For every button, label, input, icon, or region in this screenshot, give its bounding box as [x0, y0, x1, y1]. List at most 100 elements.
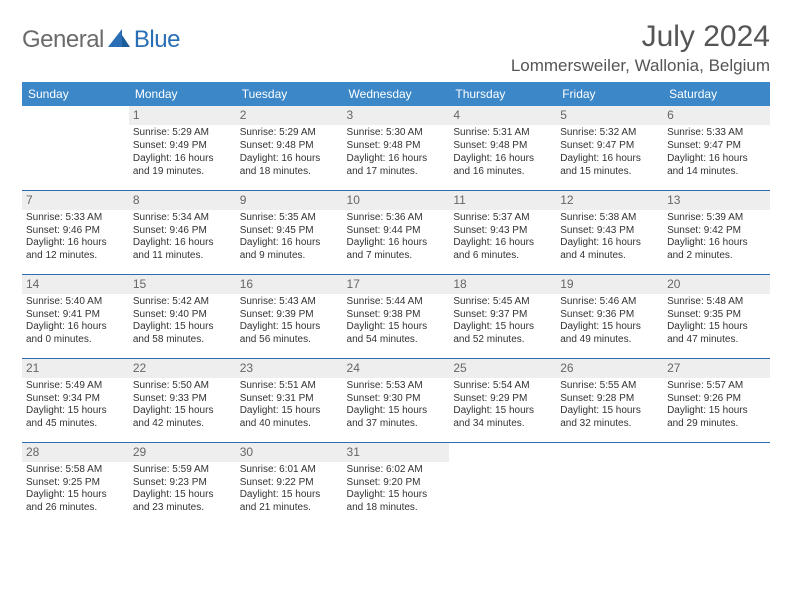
day-number: 29 — [129, 443, 236, 462]
daylight-line: Daylight: 15 hours and 37 minutes. — [347, 405, 446, 431]
day-number: 4 — [449, 106, 556, 125]
sunset-line: Sunset: 9:33 PM — [133, 393, 232, 406]
day-header: Tuesday — [236, 82, 343, 106]
daylight-line: Daylight: 16 hours and 19 minutes. — [133, 153, 232, 179]
daylight-line: Daylight: 16 hours and 14 minutes. — [667, 153, 766, 179]
sunset-line: Sunset: 9:39 PM — [240, 309, 339, 322]
sunrise-line: Sunrise: 5:54 AM — [453, 380, 552, 393]
calendar-week-row: 7Sunrise: 5:33 AMSunset: 9:46 PMDaylight… — [22, 190, 770, 274]
sunset-line: Sunset: 9:22 PM — [240, 477, 339, 490]
calendar-day-cell: 6Sunrise: 5:33 AMSunset: 9:47 PMDaylight… — [663, 106, 770, 190]
sunrise-line: Sunrise: 5:58 AM — [26, 464, 125, 477]
day-header: Thursday — [449, 82, 556, 106]
calendar-day-cell: 25Sunrise: 5:54 AMSunset: 9:29 PMDayligh… — [449, 358, 556, 442]
day-number: 14 — [22, 275, 129, 294]
day-number: 10 — [343, 191, 450, 210]
sunset-line: Sunset: 9:45 PM — [240, 225, 339, 238]
month-title: July 2024 — [511, 20, 770, 54]
sunrise-line: Sunrise: 5:53 AM — [347, 380, 446, 393]
page-header: General Blue July 2024 Lommersweiler, Wa… — [22, 20, 770, 76]
sunset-line: Sunset: 9:46 PM — [26, 225, 125, 238]
day-number: 31 — [343, 443, 450, 462]
sunset-line: Sunset: 9:46 PM — [133, 225, 232, 238]
sunrise-line: Sunrise: 5:46 AM — [560, 296, 659, 309]
sunrise-line: Sunrise: 5:40 AM — [26, 296, 125, 309]
calendar-day-cell: 3Sunrise: 5:30 AMSunset: 9:48 PMDaylight… — [343, 106, 450, 190]
day-number: 27 — [663, 359, 770, 378]
calendar-day-cell — [663, 442, 770, 526]
calendar-day-cell: 13Sunrise: 5:39 AMSunset: 9:42 PMDayligh… — [663, 190, 770, 274]
calendar-day-cell: 16Sunrise: 5:43 AMSunset: 9:39 PMDayligh… — [236, 274, 343, 358]
daylight-line: Daylight: 15 hours and 49 minutes. — [560, 321, 659, 347]
calendar-day-cell: 18Sunrise: 5:45 AMSunset: 9:37 PMDayligh… — [449, 274, 556, 358]
calendar-day-cell: 24Sunrise: 5:53 AMSunset: 9:30 PMDayligh… — [343, 358, 450, 442]
sunset-line: Sunset: 9:49 PM — [133, 140, 232, 153]
calendar-week-row: 28Sunrise: 5:58 AMSunset: 9:25 PMDayligh… — [22, 442, 770, 526]
sunrise-line: Sunrise: 5:50 AM — [133, 380, 232, 393]
sunrise-line: Sunrise: 5:59 AM — [133, 464, 232, 477]
day-number: 25 — [449, 359, 556, 378]
sunset-line: Sunset: 9:42 PM — [667, 225, 766, 238]
brand-text-1: General — [22, 26, 104, 54]
day-number: 28 — [22, 443, 129, 462]
daylight-line: Daylight: 16 hours and 16 minutes. — [453, 153, 552, 179]
sunrise-line: Sunrise: 5:43 AM — [240, 296, 339, 309]
daylight-line: Daylight: 15 hours and 34 minutes. — [453, 405, 552, 431]
brand-logo: General Blue — [22, 20, 180, 54]
day-number: 18 — [449, 275, 556, 294]
day-number: 2 — [236, 106, 343, 125]
sunrise-line: Sunrise: 5:31 AM — [453, 127, 552, 140]
sunrise-line: Sunrise: 5:29 AM — [133, 127, 232, 140]
calendar-body: 1Sunrise: 5:29 AMSunset: 9:49 PMDaylight… — [22, 106, 770, 526]
day-number: 1 — [129, 106, 236, 125]
day-header: Wednesday — [343, 82, 450, 106]
sunrise-line: Sunrise: 5:33 AM — [26, 212, 125, 225]
day-number: 7 — [22, 191, 129, 210]
calendar-day-cell: 22Sunrise: 5:50 AMSunset: 9:33 PMDayligh… — [129, 358, 236, 442]
day-header: Saturday — [663, 82, 770, 106]
sunset-line: Sunset: 9:23 PM — [133, 477, 232, 490]
sunrise-line: Sunrise: 6:01 AM — [240, 464, 339, 477]
day-header: Monday — [129, 82, 236, 106]
sunrise-line: Sunrise: 5:45 AM — [453, 296, 552, 309]
sunset-line: Sunset: 9:37 PM — [453, 309, 552, 322]
daylight-line: Daylight: 16 hours and 4 minutes. — [560, 237, 659, 263]
day-number: 6 — [663, 106, 770, 125]
daylight-line: Daylight: 16 hours and 7 minutes. — [347, 237, 446, 263]
calendar-week-row: 1Sunrise: 5:29 AMSunset: 9:49 PMDaylight… — [22, 106, 770, 190]
calendar-day-cell: 12Sunrise: 5:38 AMSunset: 9:43 PMDayligh… — [556, 190, 663, 274]
sunrise-line: Sunrise: 6:02 AM — [347, 464, 446, 477]
calendar-day-cell: 7Sunrise: 5:33 AMSunset: 9:46 PMDaylight… — [22, 190, 129, 274]
daylight-line: Daylight: 15 hours and 40 minutes. — [240, 405, 339, 431]
daylight-line: Daylight: 15 hours and 47 minutes. — [667, 321, 766, 347]
sunset-line: Sunset: 9:47 PM — [667, 140, 766, 153]
sunrise-line: Sunrise: 5:37 AM — [453, 212, 552, 225]
day-number: 17 — [343, 275, 450, 294]
day-header: Friday — [556, 82, 663, 106]
sunset-line: Sunset: 9:35 PM — [667, 309, 766, 322]
calendar-header-row: SundayMondayTuesdayWednesdayThursdayFrid… — [22, 82, 770, 106]
sunset-line: Sunset: 9:36 PM — [560, 309, 659, 322]
sunset-line: Sunset: 9:44 PM — [347, 225, 446, 238]
daylight-line: Daylight: 16 hours and 11 minutes. — [133, 237, 232, 263]
sunrise-line: Sunrise: 5:42 AM — [133, 296, 232, 309]
calendar-day-cell: 4Sunrise: 5:31 AMSunset: 9:48 PMDaylight… — [449, 106, 556, 190]
sunrise-line: Sunrise: 5:32 AM — [560, 127, 659, 140]
calendar-day-cell: 8Sunrise: 5:34 AMSunset: 9:46 PMDaylight… — [129, 190, 236, 274]
sunrise-line: Sunrise: 5:30 AM — [347, 127, 446, 140]
calendar-day-cell: 5Sunrise: 5:32 AMSunset: 9:47 PMDaylight… — [556, 106, 663, 190]
calendar-day-cell: 26Sunrise: 5:55 AMSunset: 9:28 PMDayligh… — [556, 358, 663, 442]
daylight-line: Daylight: 16 hours and 2 minutes. — [667, 237, 766, 263]
sunrise-line: Sunrise: 5:38 AM — [560, 212, 659, 225]
sunset-line: Sunset: 9:31 PM — [240, 393, 339, 406]
sunset-line: Sunset: 9:20 PM — [347, 477, 446, 490]
daylight-line: Daylight: 15 hours and 58 minutes. — [133, 321, 232, 347]
day-number: 26 — [556, 359, 663, 378]
title-block: July 2024 Lommersweiler, Wallonia, Belgi… — [511, 20, 770, 76]
calendar-day-cell: 31Sunrise: 6:02 AMSunset: 9:20 PMDayligh… — [343, 442, 450, 526]
calendar-day-cell: 20Sunrise: 5:48 AMSunset: 9:35 PMDayligh… — [663, 274, 770, 358]
location-subtitle: Lommersweiler, Wallonia, Belgium — [511, 56, 770, 76]
sunrise-line: Sunrise: 5:39 AM — [667, 212, 766, 225]
sunset-line: Sunset: 9:25 PM — [26, 477, 125, 490]
sunrise-line: Sunrise: 5:35 AM — [240, 212, 339, 225]
